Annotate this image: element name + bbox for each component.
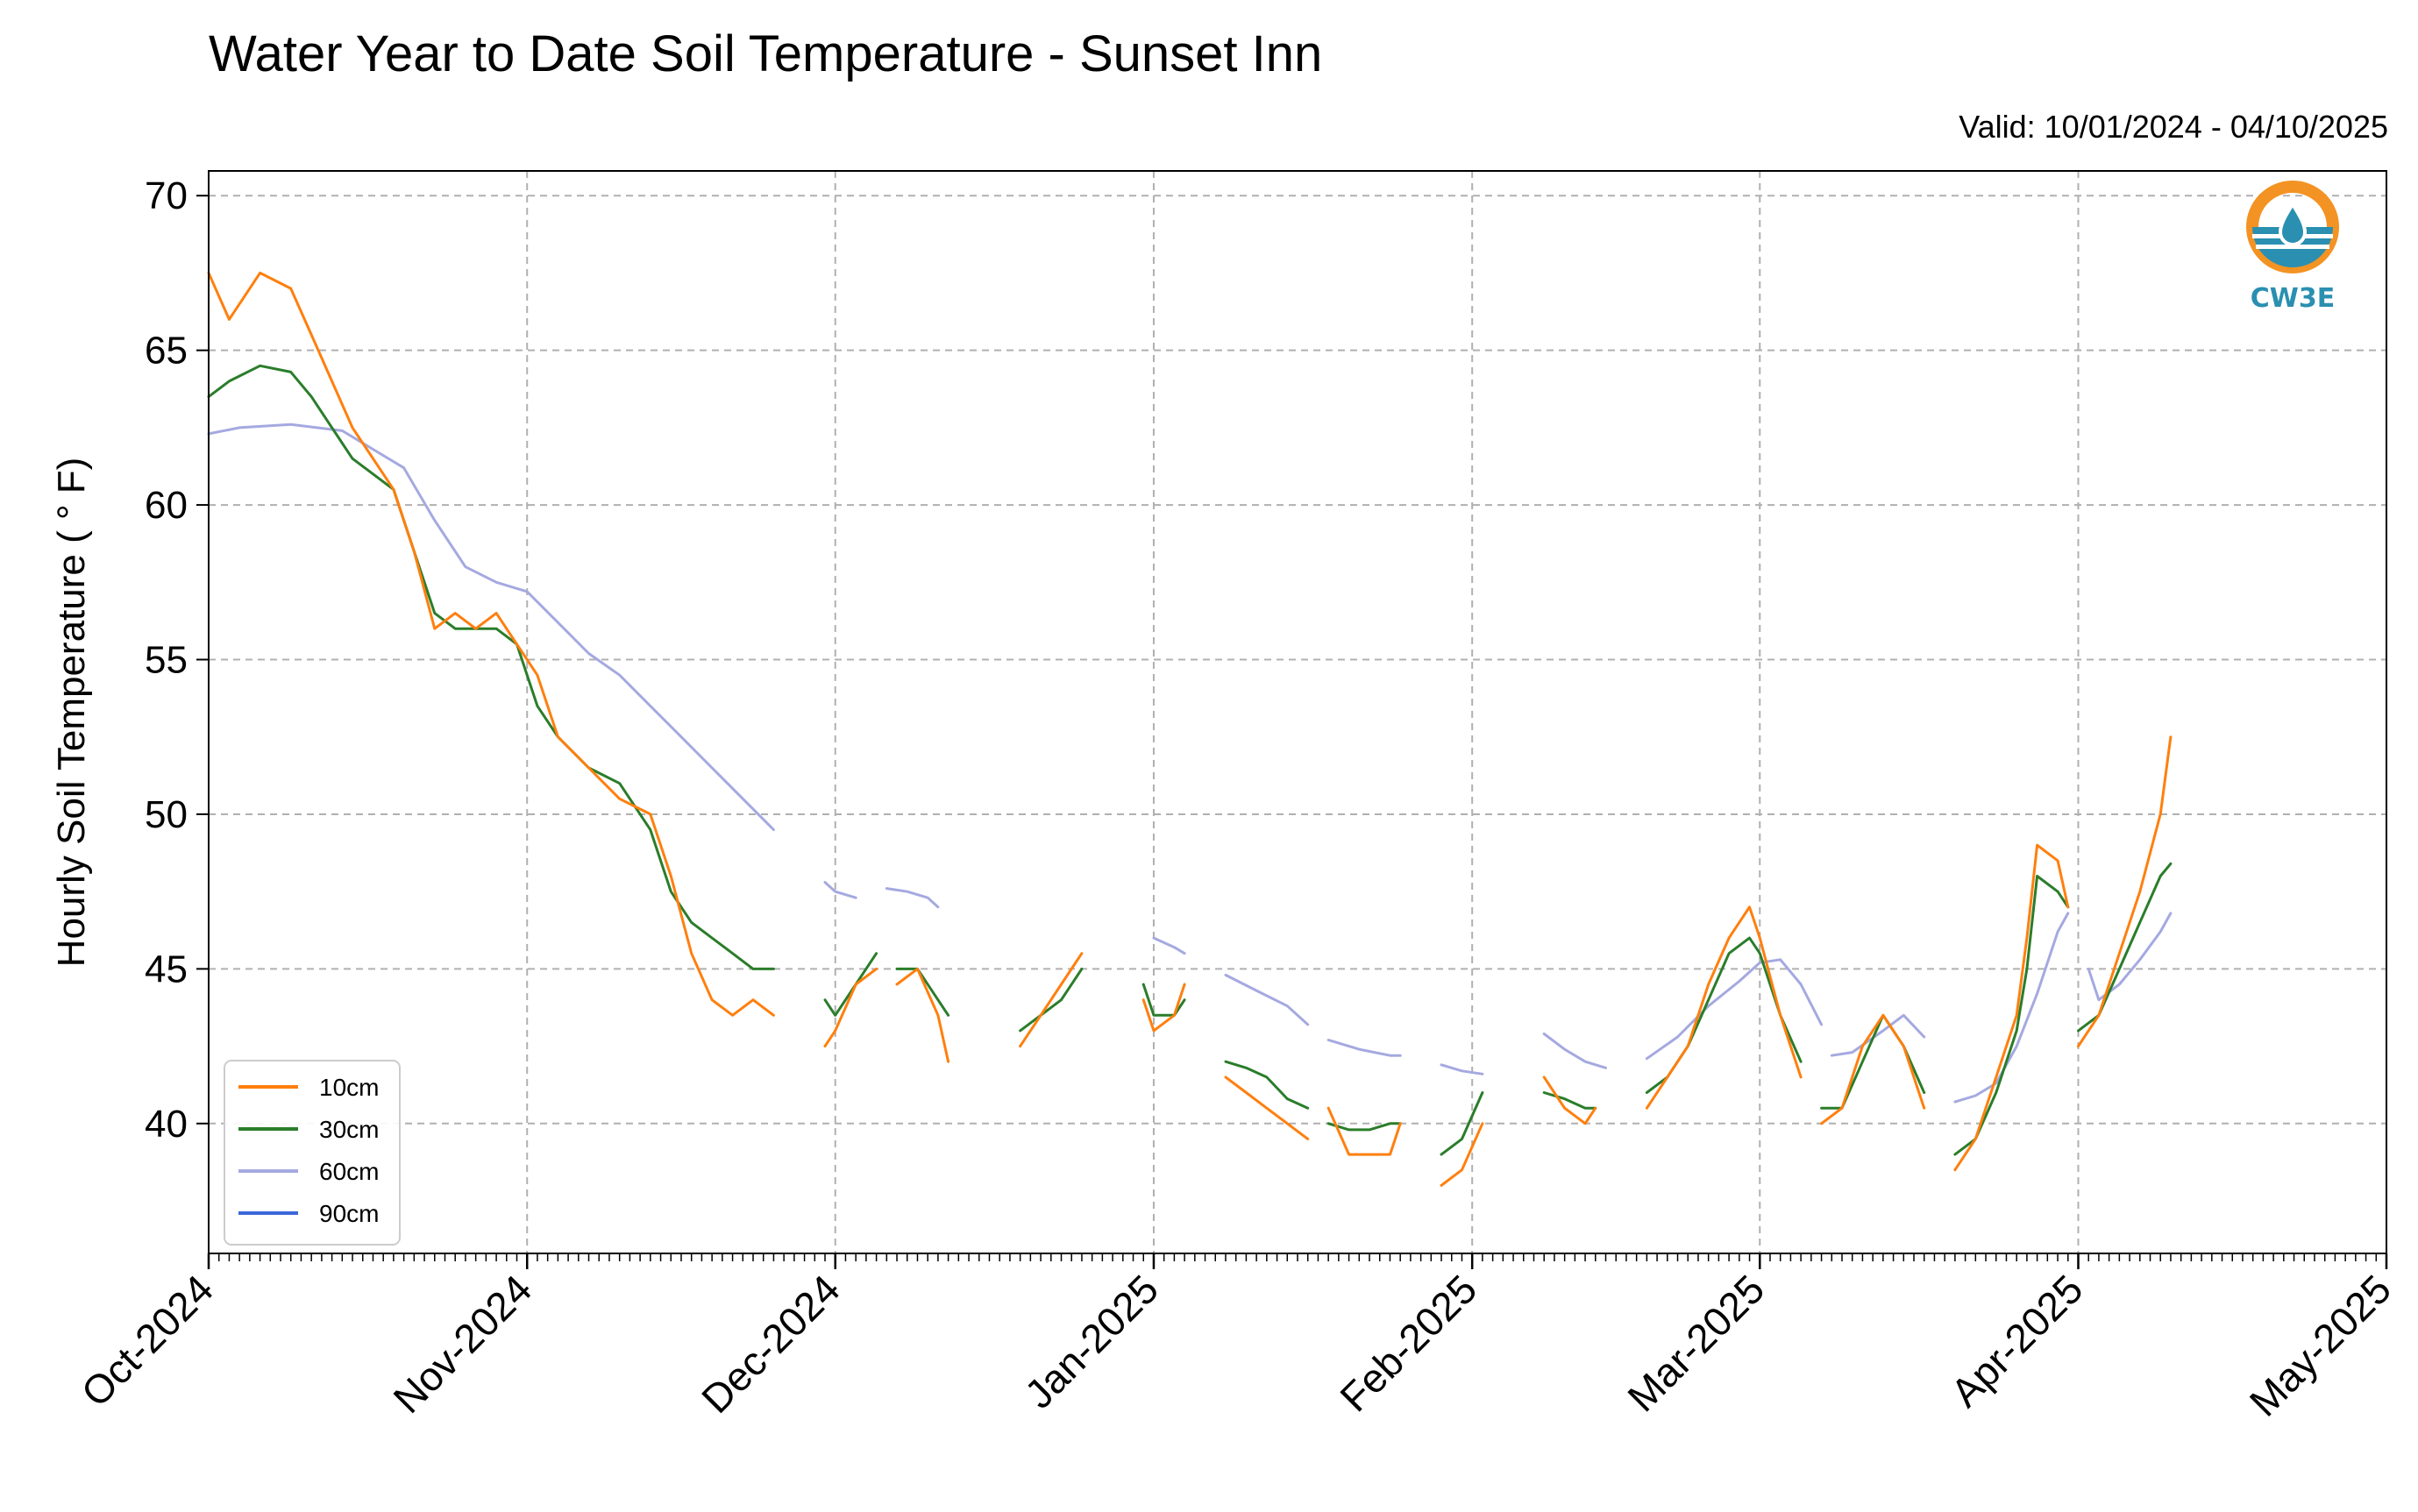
axis-ticks: 40 45 50 55 60 65 70 Oct-2024 Nov-2024 Dec-2024 Ja…: [73, 174, 2400, 1424]
series-line-60cm: [1224, 973, 1310, 1026]
y-tick-label: 60: [145, 484, 188, 527]
axes-frame: [208, 170, 2387, 1254]
legend: 10cm 30cm 60cm 90cm: [224, 1060, 401, 1246]
series-line-10cm: [207, 271, 775, 1017]
series-line-10cm: [1141, 983, 1186, 1033]
logo-text: CW3E: [2250, 283, 2336, 314]
series-line-10cm: [1645, 905, 1803, 1110]
series-line-30cm: [823, 952, 878, 1017]
x-tick-label: May-2025: [2241, 1266, 2400, 1424]
series-line-30cm: [1542, 1091, 1597, 1110]
legend-box: [224, 1060, 401, 1246]
legend-label-10cm: 10cm: [319, 1074, 379, 1101]
series-line-10cm: [823, 967, 878, 1048]
valid-date-range: Valid: 10/01/2024 - 04/10/2025: [1959, 109, 2388, 145]
series-line-10cm: [1224, 1075, 1310, 1140]
series-line-60cm: [1152, 936, 1186, 955]
grid-lines: [208, 171, 2387, 1253]
series-line-60cm: [2087, 912, 2173, 1002]
x-tick-label: Mar-2025: [1618, 1266, 1773, 1420]
series-line-10cm: [1326, 1106, 1402, 1156]
series-line-30cm: [1440, 1091, 1484, 1156]
x-tick-label: Nov-2024: [384, 1266, 540, 1422]
series-line-60cm: [885, 887, 940, 909]
series-line-30cm: [207, 364, 775, 970]
series-line-10cm: [895, 967, 950, 1063]
y-tick-label: 40: [145, 1103, 188, 1146]
cw3e-logo-icon: [2246, 181, 2339, 273]
x-tick-label: Feb-2025: [1331, 1266, 1485, 1420]
series-line-30cm: [1953, 875, 2070, 1156]
series-line-30cm: [1141, 983, 1186, 1017]
series-line-30cm: [895, 967, 950, 1017]
series-line-30cm: [2077, 862, 2173, 1033]
legend-label-60cm: 60cm: [319, 1158, 379, 1185]
cw3e-logo: CW3E: [2240, 180, 2345, 320]
series-line-60cm: [823, 881, 857, 899]
series-line-60cm: [1542, 1033, 1607, 1069]
series-line-30cm: [1224, 1060, 1310, 1110]
series-line-60cm: [1645, 958, 1824, 1061]
y-tick-label: 45: [145, 948, 188, 990]
series-line-60cm: [1440, 1063, 1484, 1075]
series-line-10cm: [1542, 1075, 1597, 1125]
legend-label-90cm: 90cm: [319, 1200, 379, 1227]
y-tick-label: 55: [145, 639, 188, 682]
series-line-60cm: [207, 422, 775, 832]
x-tick-label: Jan-2025: [1016, 1266, 1167, 1416]
series-lines: [207, 271, 2173, 1187]
series-line-10cm: [1953, 843, 2070, 1172]
x-tick-label: Oct-2024: [73, 1266, 223, 1416]
series-line-10cm: [2077, 735, 2173, 1048]
series-line-60cm: [1830, 1013, 1926, 1057]
x-tick-label: Dec-2024: [693, 1266, 849, 1422]
y-axis-label: Hourly Soil Temperature ( ° F): [50, 458, 93, 968]
series-line-60cm: [1326, 1039, 1402, 1057]
series-line-10cm: [1820, 1013, 1926, 1125]
chart-title: Water Year to Date Soil Temperature - Su…: [209, 25, 1323, 82]
series-line-10cm: [1019, 952, 1084, 1048]
y-tick-label: 50: [145, 793, 188, 836]
series-line-60cm: [1953, 912, 2070, 1104]
y-tick-label: 65: [145, 330, 188, 373]
series-line-30cm: [1019, 967, 1084, 1033]
series-line-10cm: [1440, 1122, 1484, 1187]
y-tick-label: 70: [145, 174, 188, 217]
series-line-30cm: [1326, 1122, 1402, 1132]
x-tick-label: Apr-2025: [1942, 1266, 2092, 1416]
legend-label-30cm: 30cm: [319, 1116, 379, 1143]
